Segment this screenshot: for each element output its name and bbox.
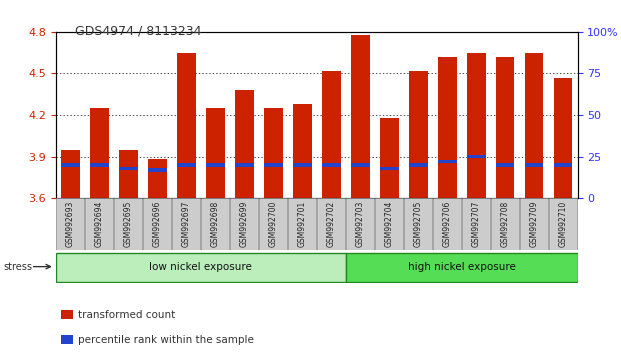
Bar <box>462 198 490 250</box>
Bar <box>554 163 573 167</box>
Text: transformed count: transformed count <box>78 310 175 320</box>
Bar <box>288 198 316 250</box>
Bar <box>347 198 374 250</box>
Text: GSM992706: GSM992706 <box>443 201 451 247</box>
Bar <box>61 310 73 319</box>
Bar <box>173 198 200 250</box>
Bar <box>346 253 578 282</box>
Bar <box>525 163 543 167</box>
Text: GSM992696: GSM992696 <box>153 201 162 247</box>
Bar <box>230 198 258 250</box>
Text: percentile rank within the sample: percentile rank within the sample <box>78 335 253 344</box>
Text: GSM992697: GSM992697 <box>182 201 191 247</box>
Bar <box>404 198 432 250</box>
Text: GSM992707: GSM992707 <box>471 201 481 247</box>
Bar <box>235 90 253 198</box>
Bar <box>177 163 196 167</box>
Bar <box>433 198 461 250</box>
Bar <box>379 118 399 198</box>
Bar <box>467 155 486 158</box>
Text: low nickel exposure: low nickel exposure <box>150 262 252 272</box>
Bar <box>554 78 573 198</box>
Bar <box>293 104 312 198</box>
Text: GSM992693: GSM992693 <box>66 201 75 247</box>
Text: GSM992710: GSM992710 <box>558 201 568 247</box>
Bar <box>264 163 283 167</box>
Text: GSM992704: GSM992704 <box>384 201 394 247</box>
Bar <box>525 53 543 198</box>
Bar <box>409 163 427 167</box>
Bar <box>206 163 225 167</box>
Bar <box>409 71 427 198</box>
Bar <box>491 198 519 250</box>
Bar <box>57 198 84 250</box>
Text: GSM992695: GSM992695 <box>124 201 133 247</box>
Bar <box>549 198 577 250</box>
Text: stress: stress <box>3 262 32 272</box>
Bar <box>201 198 229 250</box>
Bar <box>61 163 79 167</box>
Bar <box>61 335 73 344</box>
Bar <box>264 108 283 198</box>
Bar <box>235 163 253 167</box>
Text: GSM992702: GSM992702 <box>327 201 336 247</box>
Bar <box>90 108 109 198</box>
Text: GSM992698: GSM992698 <box>211 201 220 247</box>
Bar <box>148 159 166 198</box>
Bar <box>496 57 514 198</box>
Bar <box>86 198 113 250</box>
Text: GSM992700: GSM992700 <box>269 201 278 247</box>
Bar <box>90 163 109 167</box>
Bar <box>119 167 138 170</box>
Bar <box>496 163 514 167</box>
Bar <box>260 198 287 250</box>
Bar <box>438 57 456 198</box>
Text: GSM992699: GSM992699 <box>240 201 249 247</box>
Bar <box>379 167 399 170</box>
Bar <box>322 71 340 198</box>
Text: GDS4974 / 8113234: GDS4974 / 8113234 <box>75 25 201 38</box>
Text: GSM992708: GSM992708 <box>501 201 510 247</box>
Bar <box>317 198 345 250</box>
Text: GSM992694: GSM992694 <box>95 201 104 247</box>
Bar <box>114 198 142 250</box>
Bar <box>56 253 346 282</box>
Bar <box>438 160 456 163</box>
Bar <box>206 108 225 198</box>
Bar <box>119 150 138 198</box>
Text: high nickel exposure: high nickel exposure <box>407 262 515 272</box>
Bar <box>375 198 403 250</box>
Text: GSM992703: GSM992703 <box>356 201 365 247</box>
Text: GSM992705: GSM992705 <box>414 201 423 247</box>
Bar <box>351 163 369 167</box>
Bar <box>143 198 171 250</box>
Bar <box>148 168 166 172</box>
Bar <box>177 53 196 198</box>
Bar <box>467 53 486 198</box>
Bar <box>351 35 369 198</box>
Text: GSM992709: GSM992709 <box>530 201 538 247</box>
Bar <box>293 163 312 167</box>
Bar <box>520 198 548 250</box>
Text: GSM992701: GSM992701 <box>297 201 307 247</box>
Bar <box>61 150 79 198</box>
Bar <box>322 163 340 167</box>
